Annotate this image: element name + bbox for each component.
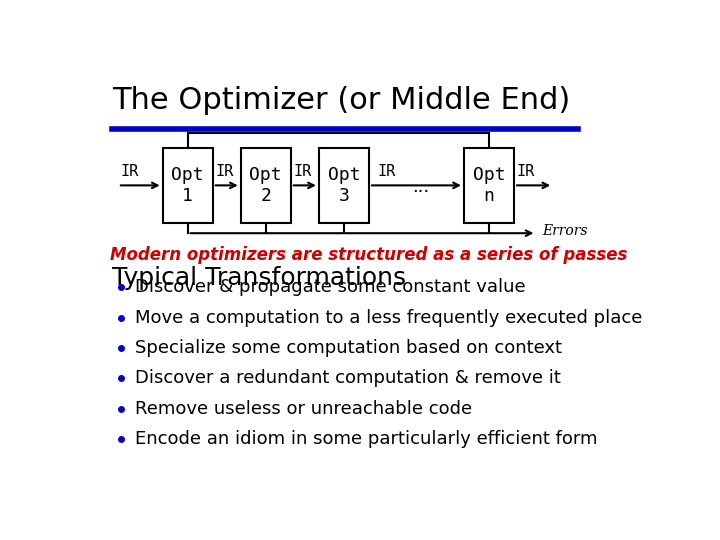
Text: The Optimizer (or Middle End): The Optimizer (or Middle End) (112, 85, 570, 114)
Text: Typical Transformations: Typical Transformations (112, 266, 407, 291)
Text: Encode an idiom in some particularly efficient form: Encode an idiom in some particularly eff… (135, 430, 597, 448)
Text: Opt: Opt (171, 166, 204, 184)
Text: Errors: Errors (542, 224, 588, 238)
Text: Move a computation to a less frequently executed place: Move a computation to a less frequently … (135, 308, 642, 327)
Text: n: n (484, 187, 495, 205)
Text: 3: 3 (338, 187, 349, 205)
Bar (319, 148, 369, 223)
Text: 2: 2 (261, 187, 271, 205)
Text: Opt: Opt (328, 166, 360, 184)
Text: IR: IR (121, 164, 139, 179)
Bar (464, 148, 514, 223)
Text: IR: IR (377, 164, 395, 179)
Text: Specialize some computation based on context: Specialize some computation based on con… (135, 339, 562, 357)
Text: Remove useless or unreachable code: Remove useless or unreachable code (135, 400, 472, 417)
Text: IR: IR (294, 164, 312, 179)
Text: ...: ... (412, 178, 429, 197)
Bar (240, 148, 291, 223)
Bar (163, 148, 213, 223)
Text: Opt: Opt (249, 166, 282, 184)
Text: Modern optimizers are structured as a series of passes: Modern optimizers are structured as a se… (110, 246, 628, 264)
Text: Opt: Opt (472, 166, 505, 184)
Text: Discover a redundant computation & remove it: Discover a redundant computation & remov… (135, 369, 560, 387)
Text: Discover & propagate some constant value: Discover & propagate some constant value (135, 278, 526, 296)
Text: IR: IR (215, 164, 234, 179)
Text: 1: 1 (182, 187, 193, 205)
Text: IR: IR (517, 164, 535, 179)
